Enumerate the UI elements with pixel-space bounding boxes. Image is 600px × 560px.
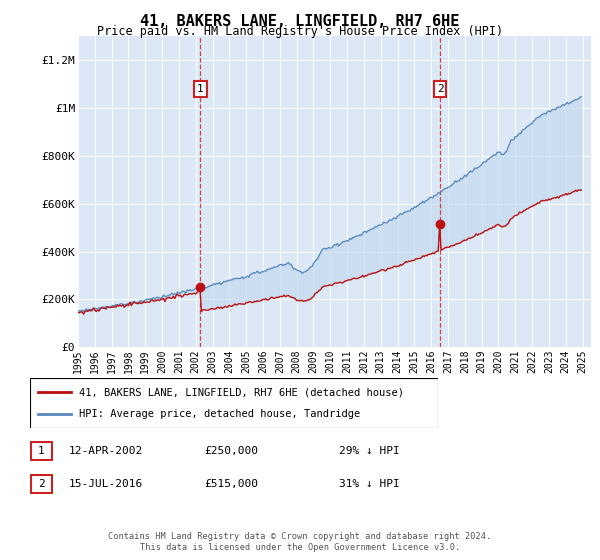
Text: £250,000: £250,000 — [204, 446, 258, 456]
Text: 1: 1 — [197, 84, 204, 94]
Text: HPI: Average price, detached house, Tandridge: HPI: Average price, detached house, Tand… — [79, 409, 360, 419]
FancyBboxPatch shape — [30, 378, 438, 428]
Text: 29% ↓ HPI: 29% ↓ HPI — [339, 446, 400, 456]
Text: 2: 2 — [437, 84, 443, 94]
Text: £515,000: £515,000 — [204, 479, 258, 489]
Text: 41, BAKERS LANE, LINGFIELD, RH7 6HE: 41, BAKERS LANE, LINGFIELD, RH7 6HE — [140, 14, 460, 29]
Text: 2: 2 — [38, 479, 45, 489]
Text: 12-APR-2002: 12-APR-2002 — [69, 446, 143, 456]
Text: 31% ↓ HPI: 31% ↓ HPI — [339, 479, 400, 489]
FancyBboxPatch shape — [31, 475, 52, 493]
Text: Price paid vs. HM Land Registry's House Price Index (HPI): Price paid vs. HM Land Registry's House … — [97, 25, 503, 38]
Text: 1: 1 — [38, 446, 45, 456]
FancyBboxPatch shape — [31, 442, 52, 460]
Text: 15-JUL-2016: 15-JUL-2016 — [69, 479, 143, 489]
Text: 41, BAKERS LANE, LINGFIELD, RH7 6HE (detached house): 41, BAKERS LANE, LINGFIELD, RH7 6HE (det… — [79, 387, 404, 397]
Text: Contains HM Land Registry data © Crown copyright and database right 2024.
This d: Contains HM Land Registry data © Crown c… — [109, 532, 491, 552]
